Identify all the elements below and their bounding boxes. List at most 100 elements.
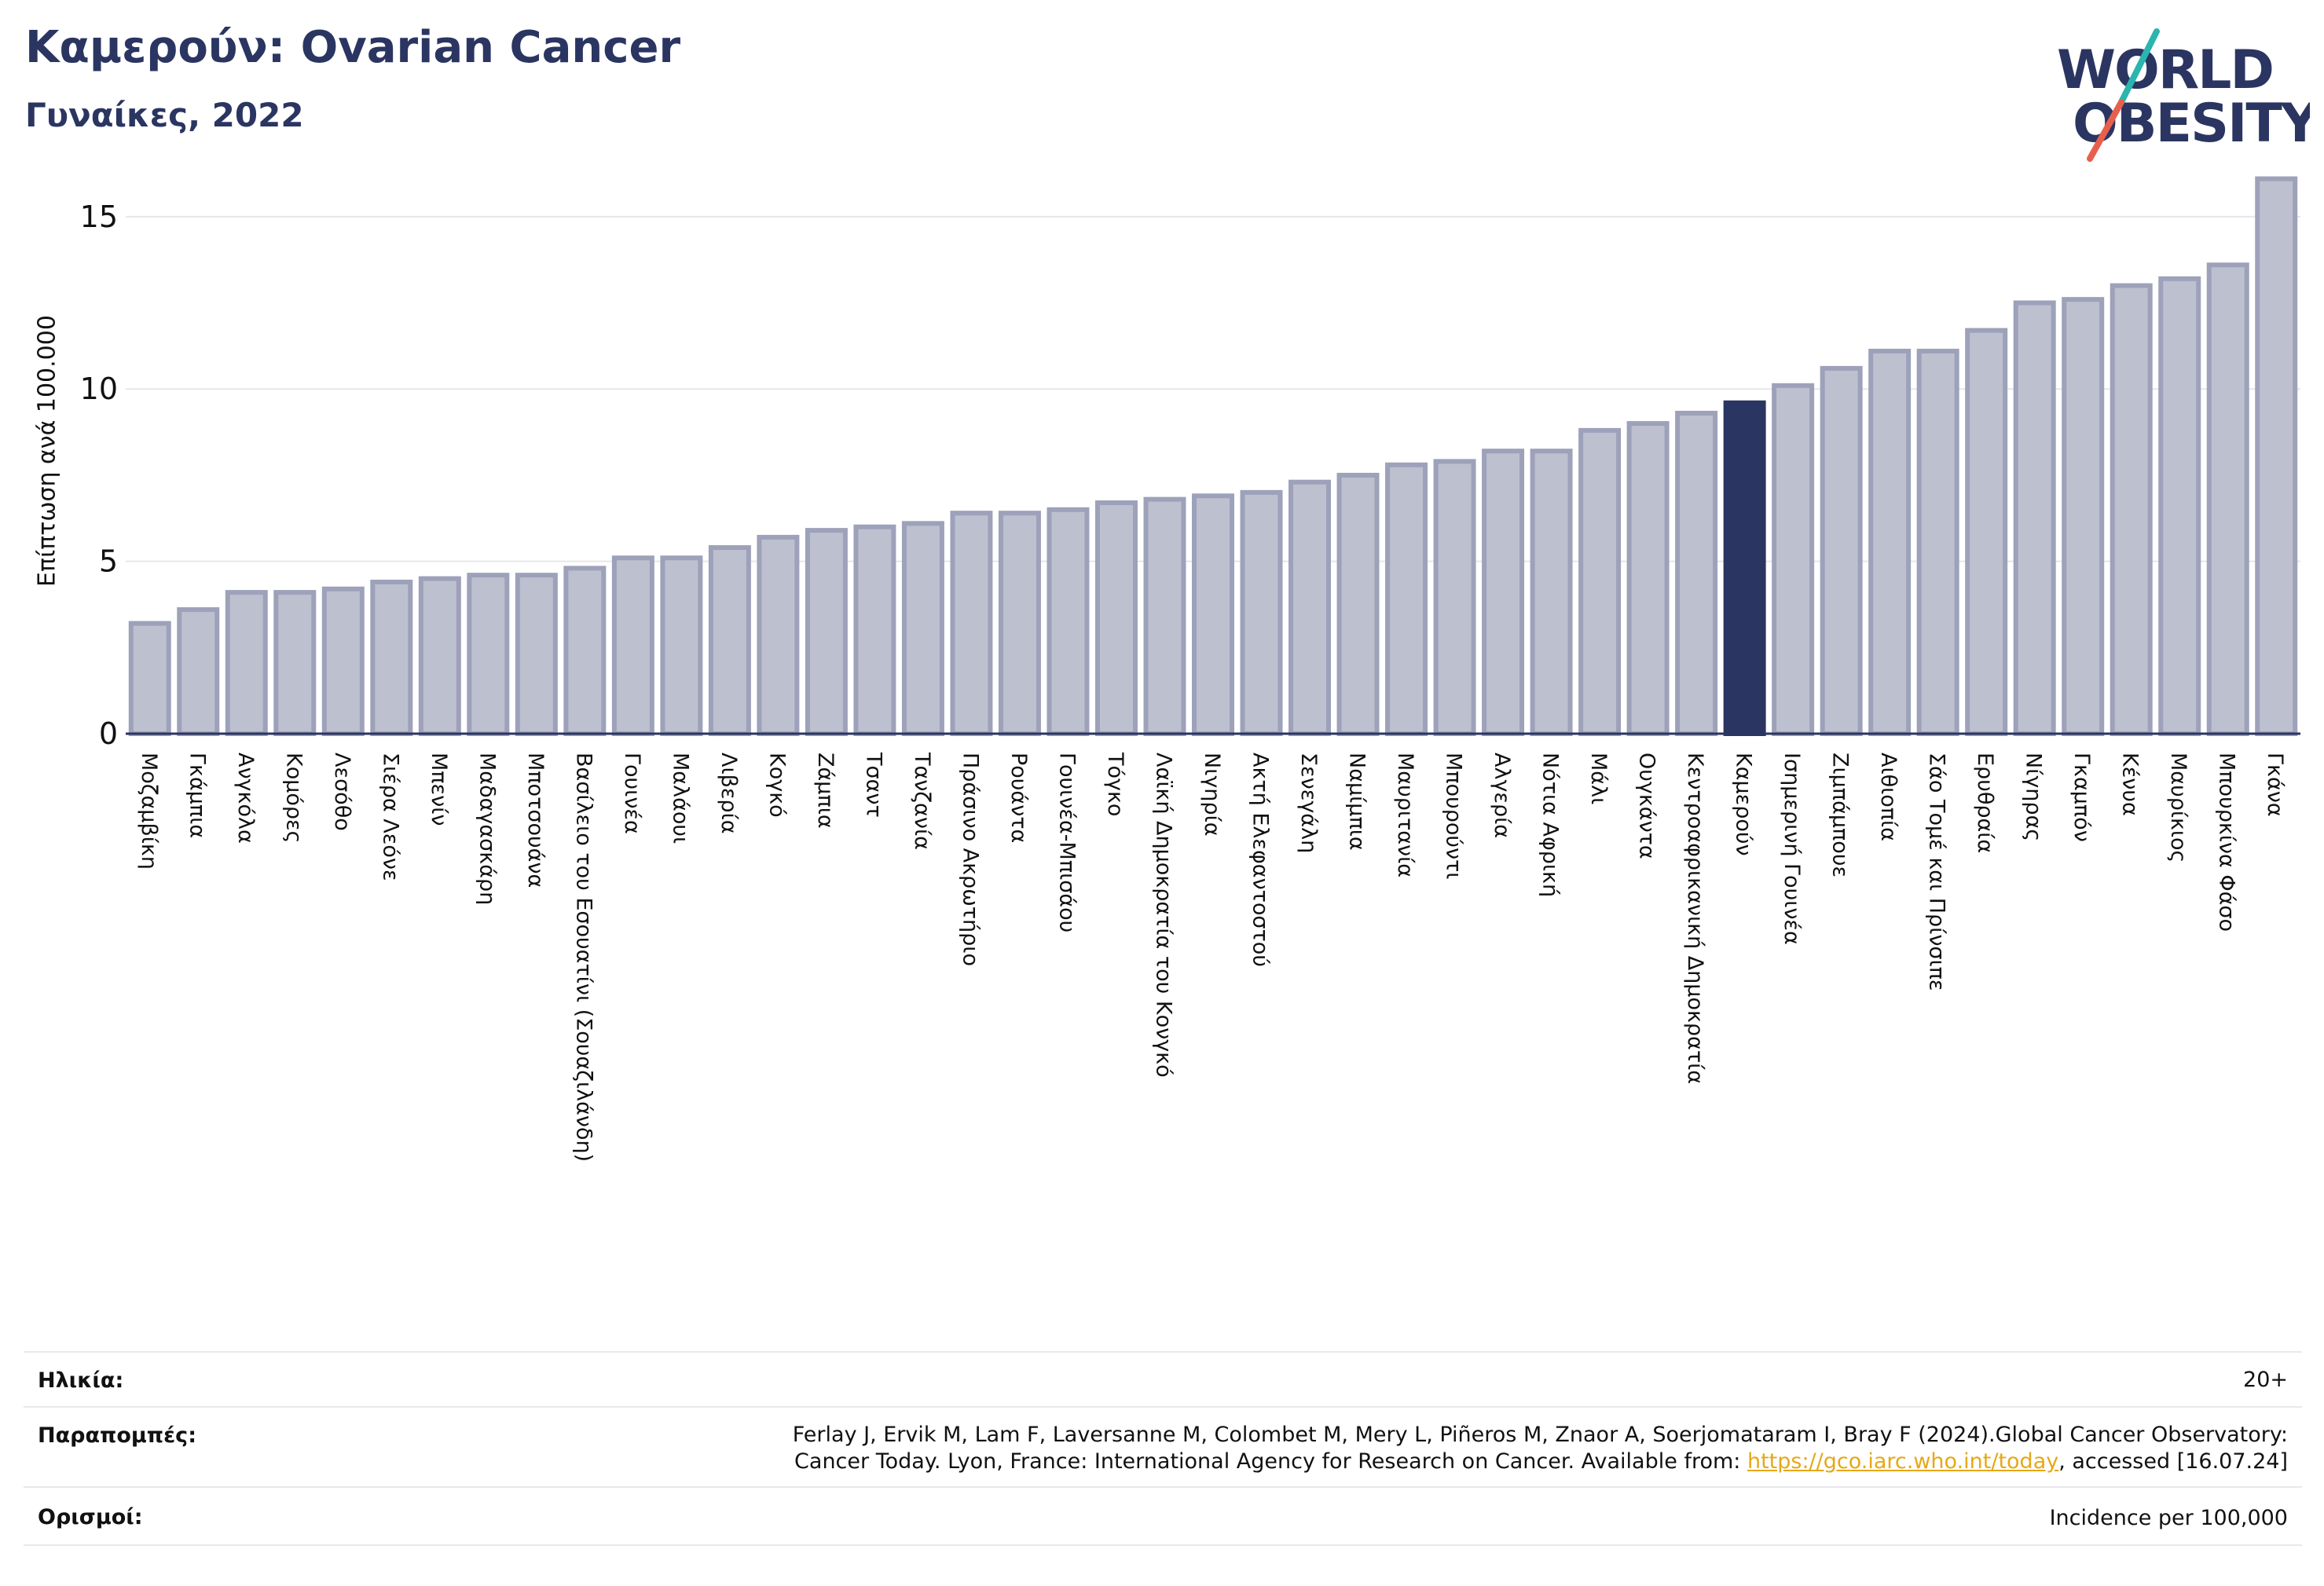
x-tick-label-21: Τόγκο [1103, 752, 1127, 816]
footer-refs-link[interactable]: https://gco.iarc.who.int/today [1747, 1449, 2059, 1474]
y-tick-label-0: 0 [99, 716, 118, 751]
bar-10 [563, 566, 607, 737]
bar-28 [1433, 459, 1476, 737]
logo-slash-bottom [2087, 99, 2124, 162]
y-tick-label-5: 5 [99, 544, 118, 579]
x-tick-label-7: Μπενίν [427, 753, 451, 826]
bar-38 [1916, 348, 1959, 736]
footer-refs-line1: Ferlay J, Ervik M, Lam F, Laversanne M, … [792, 1423, 2288, 1447]
bar-41 [2062, 297, 2105, 736]
x-tick-label-41: Γκαμπόν [2069, 753, 2094, 842]
x-tick-label-2: Γκάμπια [185, 753, 209, 838]
x-tick-label-37: Αιθιοπία [1876, 753, 1901, 841]
chart-subtitle: Γυναίκες, 2022 [25, 96, 304, 134]
bar-22 [1143, 496, 1186, 737]
x-tick-label-32: Ουγκάντα [1635, 753, 1659, 859]
bar-18 [950, 511, 993, 737]
x-tick-label-11: Γουινέα [620, 753, 644, 834]
x-tick-label-3: Ανγκόλα [233, 753, 258, 844]
x-tick-label-25: Σενεγάλη [1296, 753, 1321, 853]
bar-9 [515, 573, 558, 737]
bar-14 [757, 534, 800, 737]
x-tick-label-26: Ναμίμπια [1345, 753, 1369, 851]
footer-row-definitions: Ορισμοί: Incidence per 100,000 [24, 1486, 2302, 1546]
footer-refs-value: Ferlay J, Ervik M, Lam F, Laversanne M, … [793, 1422, 2288, 1475]
bar-37 [1868, 348, 1912, 736]
x-tick-label-44: Μπουρκίνα Φάσο [2215, 753, 2239, 932]
x-tick-label-27: Μαυριτανία [1393, 753, 1417, 877]
bar-20 [1047, 507, 1090, 737]
bar-32 [1626, 421, 1670, 736]
x-tick-label-31: Μάλι [1586, 753, 1611, 804]
footer-row-refs: Παραπομπές: Ferlay J, Ervik M, Lam F, La… [24, 1406, 2302, 1488]
footer-refs-line2: Cancer Today. Lyon, France: Internationa… [794, 1449, 2288, 1474]
bar-21 [1094, 500, 1138, 737]
bar-39 [1965, 328, 2008, 737]
logo-text-world: WORLD [2057, 39, 2273, 101]
x-tick-label-22: Λαϊκή Δημοκρατία του Κονγκό [1151, 753, 1175, 1078]
x-tick-label-17: Τανζανία [910, 752, 934, 850]
bar-7 [418, 576, 461, 737]
x-tick-label-18: Πράσινο Ακρωτήριο [958, 753, 982, 966]
chart-footer: Ηλικία: 20+ Παραπομπές: Ferlay J, Ervik … [24, 1351, 2302, 1548]
bar-4 [273, 590, 317, 737]
y-tick-label-10: 10 [80, 372, 118, 406]
footer-definitions-label: Ορισμοί: [38, 1505, 143, 1529]
bar-2 [177, 607, 220, 737]
x-tick-label-34: Καμερούν [1732, 753, 1756, 856]
bar-5 [321, 586, 365, 737]
x-tick-label-16: Τσαντ [861, 752, 885, 818]
bar-17 [901, 521, 944, 737]
bar-34 [1723, 400, 1766, 736]
bar-35 [1772, 383, 1815, 736]
bar-27 [1385, 462, 1428, 737]
bar-3 [225, 590, 268, 737]
bar-8 [467, 573, 510, 737]
x-tick-label-43: Μαυρίκιος [2166, 753, 2190, 863]
y-tick-label-15: 15 [80, 200, 118, 234]
bar-26 [1336, 472, 1380, 737]
footer-refs-label: Παραπομπές: [38, 1423, 196, 1448]
x-tick-label-4: Κομόρες [281, 753, 306, 844]
x-tick-label-45: Γκάνα [2263, 753, 2287, 817]
x-tick-label-14: Κογκό [764, 753, 789, 818]
x-tick-label-12: Μαλάουι [668, 753, 692, 844]
bar-15 [805, 528, 848, 737]
footer-definitions-value: Incidence per 100,000 [2049, 1506, 2288, 1530]
x-tick-label-8: Μαδαγασκάρη [475, 753, 499, 905]
bar-36 [1820, 365, 1863, 736]
chart-title: Καμερούν: Ovarian Cancer [25, 22, 681, 73]
x-tick-label-5: Λεσόθο [330, 753, 354, 831]
x-tick-label-33: Κεντροαφρικανική Δημοκρατία [1683, 753, 1707, 1084]
bar-44 [2206, 262, 2249, 736]
x-tick-label-39: Ερυθραία [1973, 753, 1997, 853]
x-tick-label-38: Σάο Τομέ και Πρίνσιπε [1925, 753, 1949, 991]
x-tick-label-15: Ζάμπια [813, 753, 838, 829]
bar-19 [998, 511, 1041, 737]
bar-43 [2158, 276, 2201, 736]
x-tick-label-28: Μπουρούντι [1442, 753, 1466, 879]
x-tick-label-13: Λιβερία [717, 753, 741, 834]
x-tick-label-24: Ακτή Ελεφαντοστού [1248, 753, 1273, 967]
x-tick-label-10: Βασίλειο του Εσουατίνι (Σουαζιλάνδη) [571, 753, 596, 1162]
logo-slash-top [2118, 28, 2160, 105]
x-tick-label-1: Μοζαμβίκη [137, 753, 161, 870]
x-tick-label-40: Νίγηρας [2022, 753, 2046, 841]
bar-12 [660, 555, 703, 737]
bar-24 [1240, 489, 1283, 737]
bar-29 [1482, 449, 1525, 737]
bar-25 [1288, 479, 1332, 737]
bar-31 [1578, 427, 1622, 736]
footer-age-value: 20+ [2243, 1368, 2288, 1392]
bar-6 [370, 579, 413, 737]
world-obesity-logo: WORLD OBESITY [2057, 28, 2310, 162]
x-tick-label-30: Νότια Αφρική [1538, 753, 1563, 897]
footer-row-age: Ηλικία: 20+ [24, 1351, 2302, 1408]
x-tick-label-6: Σιέρα Λεόνε [378, 753, 402, 881]
footer-age-label: Ηλικία: [38, 1368, 124, 1393]
bar-33 [1675, 410, 1718, 736]
bar-23 [1192, 493, 1234, 737]
x-tick-label-35: Ισημερινή Γουινέα [1780, 753, 1804, 945]
bar-1 [128, 621, 171, 737]
bar-11 [611, 555, 654, 737]
